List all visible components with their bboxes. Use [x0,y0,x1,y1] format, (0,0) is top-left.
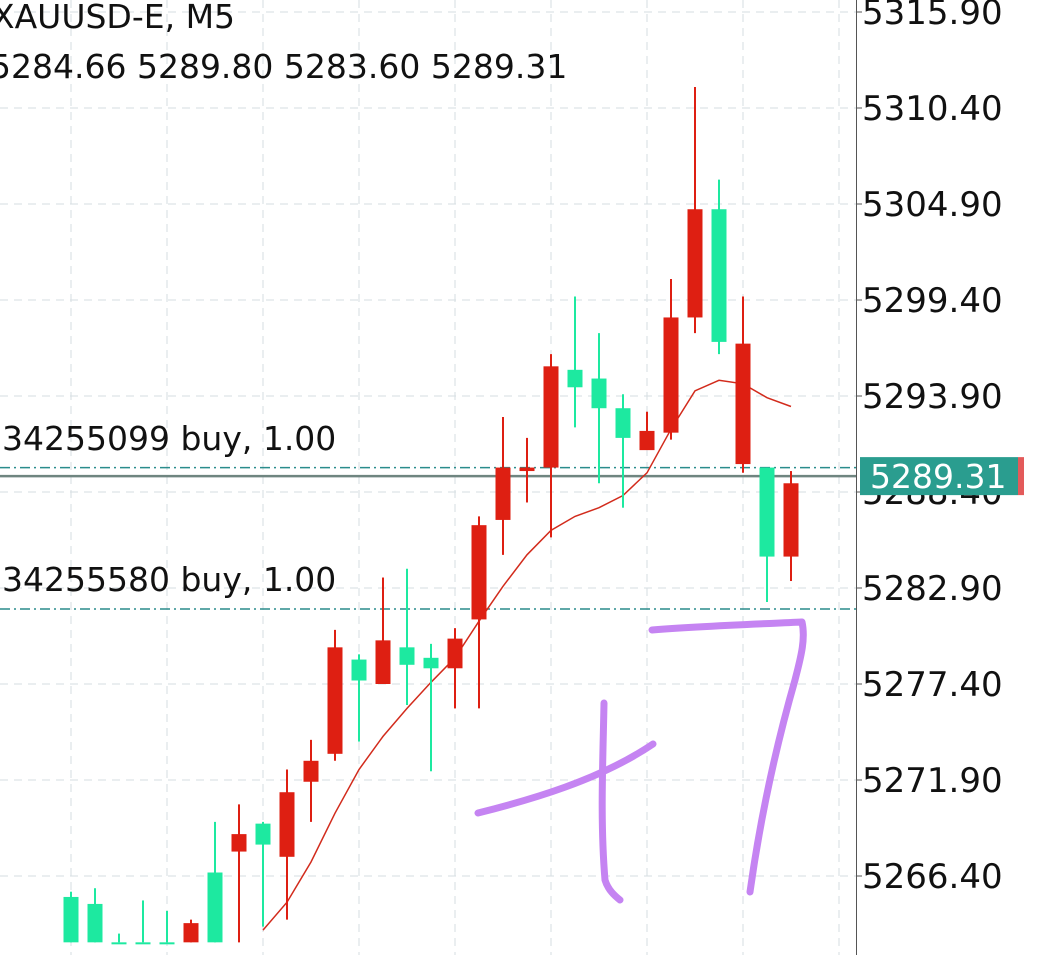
price-tick-label: 5310.40 [862,89,1003,129]
symbol-timeframe-label: XAUUSD-E, M5 [0,0,236,36]
candle-body [111,942,127,945]
bearish-candle [471,516,487,709]
bullish-candle [135,900,151,945]
candle-body [303,760,319,782]
bearish-candle [543,354,559,538]
order-label: 34255580 buy, 1.00 [2,560,337,599]
candle-body [711,209,727,342]
bullish-candle [111,933,127,945]
current-price-label: 5289.31 [870,457,1006,496]
candle-body [471,525,487,620]
bearish-candle [687,87,703,334]
ohlc-readout: 5284.66 5289.80 5283.60 5289.31 [0,47,568,86]
moving-average [262,379,792,931]
bearish-candle [327,629,343,761]
candle-body [183,923,199,943]
bearish-candle [303,739,319,822]
candle-body [87,903,103,943]
bearish-candle [783,471,799,582]
candle-body [519,467,535,472]
price-tick-label: 5271.90 [862,761,1003,801]
price-tick-label: 5315.90 [862,0,1003,33]
candle-body [759,467,775,557]
candle-body [423,657,439,669]
candle-body [159,942,175,945]
candle-body [447,638,463,669]
candle-body [783,483,799,557]
candle-body [375,640,391,684]
annotation-seven [648,618,807,896]
candle-body [615,408,631,438]
bullish-candle [615,394,631,508]
price-tick-label: 5293.90 [862,377,1003,417]
price-axis: 5315.905310.405304.905299.405293.905288.… [856,0,1024,955]
candle-body [543,366,559,468]
bullish-candle [255,821,271,927]
bearish-candle [375,577,391,684]
bullish-candle [87,888,103,943]
bullish-candle [207,821,223,943]
price-tick-label: 5299.40 [862,281,1003,321]
bullish-candle [711,179,727,355]
ma-line [262,379,792,931]
price-tick-label: 5304.90 [862,185,1003,225]
bullish-candle [423,643,439,772]
bullish-candle [159,910,175,945]
candle-body [687,209,703,318]
candle-body [591,378,607,409]
candle-body [663,317,679,433]
chart-grid [0,0,856,955]
candle-body [63,896,79,943]
order-label: 34255099 buy, 1.00 [2,419,337,458]
current-price-tag-edge [1018,457,1024,496]
bearish-candle [447,628,463,709]
bullish-candle [759,467,775,602]
bearish-candle [183,919,199,943]
bearish-candle [519,437,535,503]
candle-body [279,792,295,857]
order-lines [0,466,856,610]
candle-body [495,467,511,520]
bearish-candle [279,769,295,920]
price-tick-label: 5277.40 [862,665,1003,705]
bearish-candle [735,296,751,473]
candle-body [327,647,343,754]
candle-body [567,369,583,388]
annotation-plus-horizontal [474,740,657,817]
annotation-plus-vertical [598,699,624,904]
candle-body [735,343,751,465]
candle-body [207,872,223,943]
candle-body [231,834,247,852]
candle-body [399,647,415,665]
candles [63,87,799,945]
current-price-tag [860,457,1018,496]
price-tick-label: 5282.90 [862,569,1003,609]
bullish-candle [399,568,415,705]
bearish-candle [495,416,511,555]
handwritten-annotation [474,618,807,904]
bullish-candle [63,891,79,943]
bearish-candle [231,804,247,943]
bearish-candle [639,411,655,451]
candle-body [639,430,655,451]
candle-body [255,823,271,845]
candle-body [351,659,367,681]
bullish-candle [591,333,607,484]
price-tick-label: 5266.40 [862,857,1003,897]
candle-body [135,942,151,945]
bullish-candle [567,296,583,428]
bullish-candle [351,654,367,742]
bearish-candle [663,279,679,440]
